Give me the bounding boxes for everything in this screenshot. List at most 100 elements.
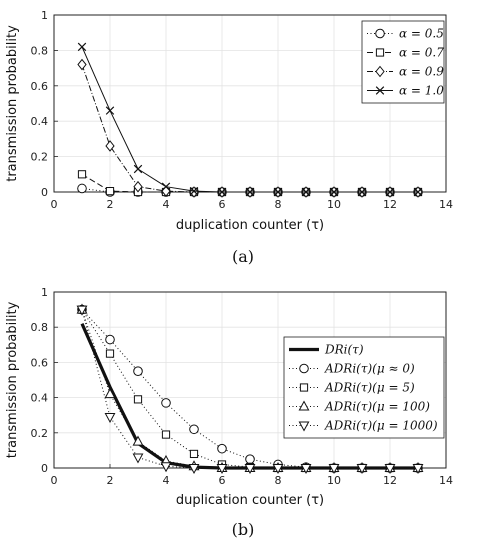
x-tick-label: 4 [163, 198, 170, 211]
data-point [104, 388, 116, 399]
legend-marker [298, 400, 310, 411]
series-4 [76, 305, 424, 475]
data-point [300, 464, 312, 475]
data-point [133, 366, 143, 377]
legend-entry: ADRi(τ)(μ = 1000) [324, 419, 438, 433]
data-point [412, 464, 424, 475]
chart-panel-b: 0 2 4 6 8 10 12 14 0 0.2 0.4 0.6 0.8 1 duplication cou… [5, 286, 453, 539]
data-point [357, 187, 367, 197]
data-point [105, 140, 115, 152]
x-tick-label: 6 [219, 198, 226, 211]
y-tick-label: 0.6 [31, 80, 49, 93]
x-tick-label: 0 [51, 474, 58, 487]
y-tick-label: 0.8 [31, 44, 49, 57]
data-point [161, 182, 171, 191]
legend-entry: α = 0.7 [399, 46, 444, 60]
legend-marker [299, 363, 309, 374]
data-point [273, 187, 283, 197]
panel-label: (b) [232, 520, 255, 539]
legend-entry: α = 0.9 [399, 65, 444, 79]
legend-marker [298, 421, 310, 432]
x-axis-label: duplication counter (τ) [176, 218, 324, 233]
data-point [301, 187, 311, 197]
x-tick-label: 14 [439, 474, 453, 487]
data-point [329, 187, 339, 197]
legend-marker [375, 48, 385, 57]
y-tick-label: 0.2 [31, 427, 49, 440]
data-point [132, 435, 144, 446]
data-point [189, 424, 199, 435]
data-point [76, 305, 88, 316]
y-axis-label: transmission probability [5, 301, 20, 458]
data-point [161, 398, 171, 408]
data-point [133, 180, 143, 193]
data-point [244, 464, 256, 475]
data-point [413, 187, 423, 197]
y-tick-label: 1 [41, 286, 48, 299]
data-point [133, 395, 143, 404]
y-tick-label: 0 [41, 186, 48, 199]
y-tick-label: 0.2 [31, 151, 49, 164]
data-point [161, 430, 171, 439]
legend-entry: ADRi(τ)(μ = 5) [324, 381, 415, 395]
x-tick-label: 14 [439, 198, 453, 211]
legend-marker [299, 383, 309, 392]
chart-panel-a: 0 2 4 6 8 10 12 14 0 0.2 0.4 0.6 0.8 1 duplication cou… [5, 9, 453, 266]
legend-entry: α = 0.5 [399, 27, 444, 41]
legend-entry: ADRi(τ)(μ ≈ 0) [324, 362, 415, 376]
legend-marker [375, 28, 385, 39]
legend-marker [375, 86, 385, 95]
x-tick-label: 2 [107, 198, 114, 211]
x-axis-label: duplication counter (τ) [176, 493, 324, 508]
y-tick-label: 1 [41, 9, 48, 22]
data-point [384, 464, 396, 475]
data-point [189, 186, 199, 196]
x-tick-label: 0 [51, 198, 58, 211]
data-point [245, 187, 255, 197]
data-point [77, 42, 87, 52]
data-point [133, 164, 143, 174]
legend-entry: ADRi(τ)(μ = 100) [324, 400, 430, 414]
data-point [104, 412, 116, 424]
y-tick-label: 0 [41, 462, 48, 475]
data-point [160, 462, 172, 473]
data-point [217, 443, 227, 454]
data-point [189, 449, 199, 459]
y-tick-label: 0.4 [31, 392, 49, 405]
data-point [385, 187, 395, 197]
x-tick-label: 6 [219, 474, 226, 487]
legend-entry: α = 1.0 [399, 84, 444, 98]
data-point [105, 106, 115, 115]
data-point [188, 464, 200, 475]
data-point [77, 183, 87, 194]
data-point [105, 349, 115, 358]
legend: α = 0.5 α = 0.7 α = 0.9 α = 1.0 [361, 20, 445, 104]
data-point [105, 187, 115, 196]
x-tick-label: 2 [107, 474, 114, 487]
legend-entry: DRi(τ) [324, 343, 364, 357]
x-tick-label: 8 [275, 474, 282, 487]
data-point [328, 464, 340, 475]
x-tick-label: 12 [383, 474, 397, 487]
x-tick-label: 10 [327, 198, 341, 211]
series-3 [77, 42, 423, 197]
data-point [217, 187, 227, 197]
data-point [105, 334, 115, 345]
panel-label: (a) [232, 247, 254, 266]
y-tick-label: 0.6 [31, 356, 49, 369]
legend: DRi(τ) ADRi(τ)(μ ≈ 0) ADRi(τ)(μ = 5) ADRi(τ… [283, 336, 445, 439]
data-point [77, 170, 87, 179]
y-tick-label: 0.8 [31, 321, 49, 334]
legend-marker [375, 65, 385, 78]
x-tick-label: 4 [163, 474, 170, 487]
x-tick-label: 10 [327, 474, 341, 487]
data-point [132, 453, 144, 464]
data-point [356, 464, 368, 475]
x-tick-label: 12 [383, 198, 397, 211]
x-tick-label: 8 [275, 198, 282, 211]
data-point [272, 464, 284, 475]
y-axis-label: transmission probability [5, 25, 20, 182]
data-point [77, 58, 87, 71]
